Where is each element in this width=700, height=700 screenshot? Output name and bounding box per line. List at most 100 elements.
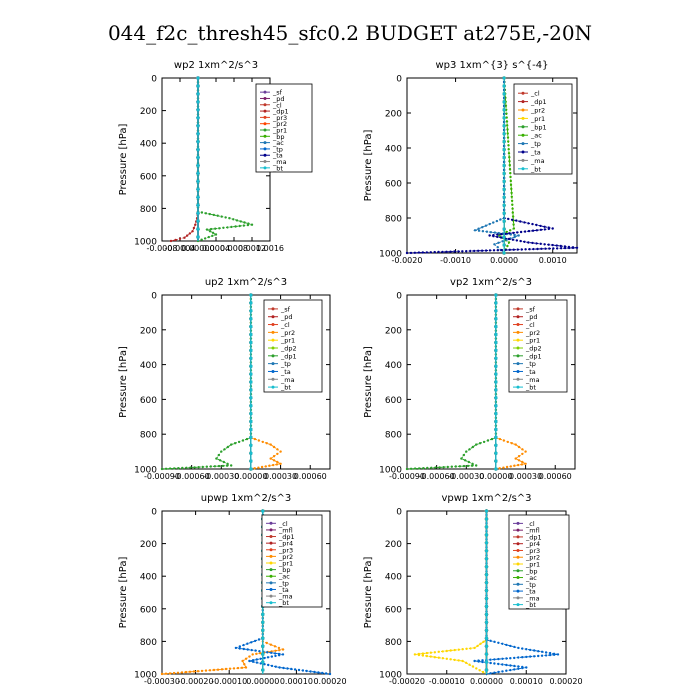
data-point bbox=[484, 660, 489, 664]
data-point bbox=[502, 227, 506, 231]
data-point bbox=[514, 443, 517, 446]
data-point bbox=[499, 218, 502, 221]
data-point bbox=[505, 120, 509, 123]
data-point bbox=[249, 419, 253, 424]
data-point bbox=[559, 244, 562, 248]
data-point bbox=[236, 666, 240, 670]
legend-marker bbox=[263, 147, 267, 151]
data-point bbox=[515, 219, 518, 222]
legend-marker bbox=[269, 541, 273, 545]
data-point bbox=[494, 388, 498, 392]
data-point bbox=[196, 670, 200, 673]
legend-marker bbox=[263, 166, 267, 170]
data-point bbox=[547, 227, 550, 231]
data-point bbox=[249, 404, 253, 408]
x-tick-label: -0.00090 bbox=[144, 472, 180, 481]
legend-marker bbox=[269, 548, 273, 552]
data-point bbox=[484, 549, 489, 553]
legend-marker bbox=[271, 315, 275, 319]
data-point bbox=[249, 443, 253, 447]
legend-marker bbox=[271, 338, 275, 342]
y-axis-label: Pressure [hPa] bbox=[363, 557, 374, 629]
data-point bbox=[484, 620, 489, 624]
legend-marker bbox=[263, 141, 267, 145]
data-point bbox=[514, 457, 517, 460]
legend-marker bbox=[269, 568, 273, 572]
legend-label: _bt bbox=[278, 599, 289, 607]
x-tick-label: 0.00010 bbox=[510, 677, 543, 686]
data-point bbox=[226, 226, 229, 229]
data-point bbox=[513, 668, 516, 671]
legend-marker bbox=[516, 596, 520, 600]
data-point bbox=[496, 246, 499, 249]
data-point bbox=[453, 250, 456, 253]
legend-marker bbox=[269, 535, 273, 539]
data-point bbox=[274, 665, 277, 668]
data-point bbox=[462, 453, 465, 457]
data-point bbox=[213, 465, 217, 468]
legend-marker bbox=[263, 153, 267, 157]
legend-label: _bt bbox=[525, 384, 536, 392]
y-tick-label: 200 bbox=[385, 326, 402, 336]
data-point bbox=[226, 445, 230, 449]
data-point bbox=[248, 655, 251, 658]
data-point bbox=[563, 246, 567, 250]
data-point bbox=[249, 435, 253, 439]
data-point bbox=[494, 309, 498, 313]
legend-marker bbox=[263, 128, 267, 132]
legend: _cl_mfl_dp1_pr4_pr3_pr2_pr1_bp_ac_tp_ta_… bbox=[261, 514, 323, 608]
data-point bbox=[196, 124, 200, 128]
legend-label: _dp1 bbox=[525, 352, 542, 360]
legend-label: _bt bbox=[525, 601, 536, 609]
legend-marker bbox=[521, 125, 525, 129]
data-point bbox=[257, 638, 261, 641]
data-point bbox=[509, 183, 513, 187]
legend-label: _dp1 bbox=[525, 533, 542, 541]
data-point bbox=[519, 220, 522, 223]
data-point bbox=[496, 249, 500, 252]
data-point bbox=[535, 229, 539, 232]
data-point bbox=[494, 419, 498, 424]
data-point bbox=[539, 242, 542, 245]
legend-marker bbox=[521, 100, 525, 104]
data-point bbox=[494, 356, 498, 360]
data-point bbox=[524, 462, 527, 465]
data-point bbox=[504, 232, 507, 235]
data-point bbox=[473, 646, 476, 650]
y-tick-label: 200 bbox=[385, 540, 402, 550]
data-point bbox=[261, 612, 265, 617]
data-point bbox=[498, 234, 501, 237]
x-tick-label: -0.0020 bbox=[392, 256, 423, 265]
data-point bbox=[507, 144, 510, 147]
data-point bbox=[548, 651, 552, 655]
legend-label: _pr3 bbox=[278, 546, 293, 554]
x-tick-label: 0.00000 bbox=[470, 677, 503, 686]
data-point bbox=[450, 465, 453, 468]
data-point bbox=[446, 465, 449, 469]
data-point bbox=[521, 666, 524, 670]
data-point bbox=[208, 669, 212, 672]
data-point bbox=[441, 250, 444, 254]
y-tick-label: 800 bbox=[140, 638, 157, 648]
data-point bbox=[279, 450, 282, 453]
data-point bbox=[516, 248, 519, 251]
data-point bbox=[517, 667, 520, 670]
data-point bbox=[525, 666, 528, 669]
data-point bbox=[211, 231, 215, 234]
data-point bbox=[230, 464, 233, 467]
data-point bbox=[523, 240, 526, 243]
data-point bbox=[489, 661, 492, 665]
data-point bbox=[481, 660, 484, 664]
series-markers-bt bbox=[502, 76, 506, 255]
legend-label: _tp bbox=[530, 140, 541, 148]
data-point bbox=[421, 654, 425, 657]
legend-label: _cl bbox=[272, 101, 282, 109]
data-point bbox=[507, 241, 511, 244]
legend-label: _ta bbox=[280, 368, 291, 376]
data-point bbox=[261, 636, 265, 640]
data-point bbox=[243, 221, 246, 224]
legend-label: _bt bbox=[530, 165, 541, 173]
x-tick-label: -0.00060 bbox=[174, 472, 210, 481]
data-point bbox=[520, 248, 523, 251]
